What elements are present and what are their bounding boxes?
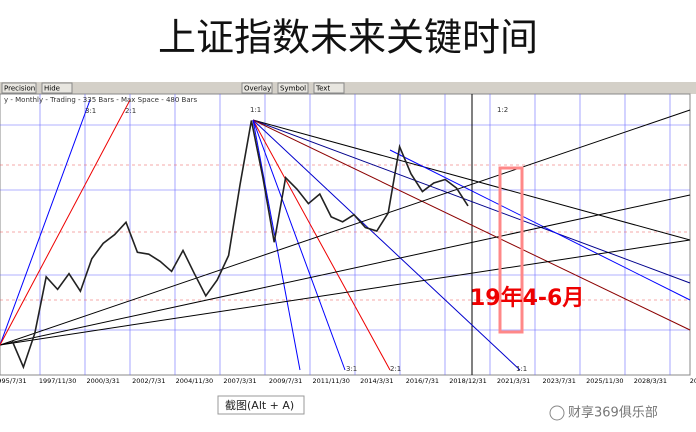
toolbar-label: Overlay (244, 85, 271, 93)
x-tick-label: 1997/11/30 (39, 377, 76, 385)
gann-label: 3:1 (346, 365, 357, 373)
gann-label: 2:1 (390, 365, 401, 373)
x-tick-label: 2011/11/30 (312, 377, 349, 385)
highlight-box (498, 166, 524, 334)
toolbar (0, 82, 696, 94)
gann-line (252, 119, 521, 371)
x-tick-label: 2000/3/31 (87, 377, 120, 385)
tooltip: 截图(Alt + A) (225, 398, 294, 412)
x-tick-label: 2028/3/31 (634, 377, 667, 385)
gann-line (252, 119, 691, 331)
chart-frame (0, 93, 691, 376)
toolbar-label: Text (315, 85, 330, 93)
x-tick-label: 2016/7/31 (406, 377, 439, 385)
gann-label: 1:1 (516, 365, 527, 373)
gann-line (252, 119, 346, 371)
gann-line (252, 119, 691, 284)
gann-line (0, 239, 691, 346)
toolbar-button[interactable] (41, 82, 73, 94)
x-tick-label: 2014/3/31 (360, 377, 393, 385)
annotation: 19年4-6月 (470, 285, 584, 311)
x-tick-label: 2021/3/31 (497, 377, 530, 385)
x-tick-label: 2023/7/31 (543, 377, 576, 385)
gann-label: 3:1 (85, 107, 96, 115)
toolbar-button[interactable] (313, 82, 345, 94)
x-tick-label: 995/7/31 (0, 377, 27, 385)
gann-line (0, 99, 91, 346)
gann-label: 1:2 (497, 106, 508, 114)
toolbar-button[interactable] (241, 82, 273, 94)
gann-label: 1:1 (250, 106, 261, 114)
x-tick-label: 2009/7/31 (269, 377, 302, 385)
x-tick-label: 2025/11/30 (586, 377, 623, 385)
toolbar-label: Symbol (280, 85, 306, 93)
watermark-icon (549, 405, 565, 421)
toolbar-label: Precision (4, 85, 35, 93)
tooltip-box (217, 395, 305, 415)
x-tick-label: 2018/12/31 (449, 377, 486, 385)
x-tick-label: 2002/7/31 (132, 377, 165, 385)
gann-line (0, 109, 691, 346)
gann-label: 2:1 (125, 107, 136, 115)
toolbar-button[interactable] (1, 82, 37, 94)
toolbar-label: Hide (44, 85, 60, 93)
price-line (11, 120, 469, 370)
x-tick-label: 203 (690, 377, 696, 385)
gann-line (389, 149, 691, 301)
gann-line (252, 119, 691, 241)
gann-fan (0, 99, 691, 371)
gann-line (252, 119, 301, 371)
status-line: y - Monthly - Trading - 335 Bars - Max S… (4, 96, 198, 104)
x-tick-label: 2007/3/31 (223, 377, 256, 385)
x-tick-label: 2004/11/30 (176, 377, 213, 385)
gann-line (0, 99, 131, 346)
gann-line (0, 194, 691, 346)
gann-line (252, 119, 391, 371)
page-title: 上证指数未来关键时间 (158, 18, 538, 60)
toolbar-button[interactable] (277, 82, 309, 94)
watermark: 财享369俱乐部 (568, 405, 658, 421)
